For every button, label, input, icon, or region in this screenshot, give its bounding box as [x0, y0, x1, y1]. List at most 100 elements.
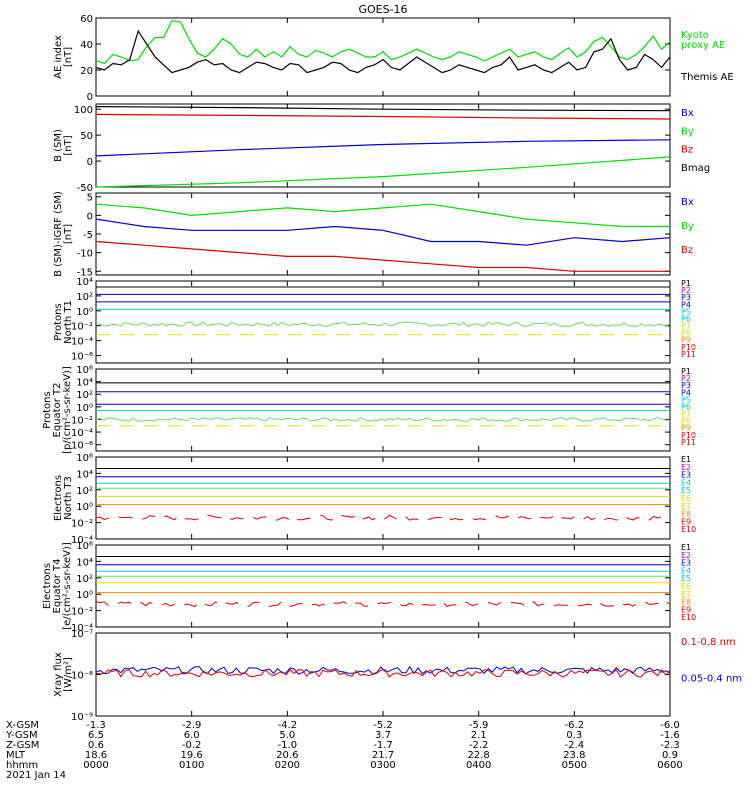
x-axis-value: 6.0 [184, 730, 200, 741]
y-tick-label-ent3: 10⁰ [76, 502, 93, 513]
x-axis-value: 0300 [370, 760, 395, 771]
legend-label-bigrf: By [681, 221, 694, 232]
y-tick-label-bsm: 0 [87, 157, 93, 168]
panel-frame-ae [95, 17, 671, 97]
x-axis-value: 0200 [275, 760, 300, 771]
x-axis-value: 0400 [466, 760, 491, 771]
panel-frame-ent3 [95, 456, 671, 540]
y-tick-label-pet2: 10⁶ [76, 365, 93, 376]
x-axis-value: -1.0 [278, 740, 298, 751]
legend-label-ae: proxy AE [681, 40, 725, 51]
y-tick-label-ae: 20 [80, 66, 93, 77]
legend-label-bigrf: Bz [681, 245, 693, 256]
x-axis-value: 2.1 [471, 730, 487, 741]
x-axis-value: 0600 [657, 760, 682, 771]
legend-label-pnt1: P7 [681, 322, 691, 331]
legend-label-eet4: E1 [681, 543, 691, 552]
y-tick-label-ent3: 10⁻² [71, 519, 93, 530]
y-axis-label-eet4: Equator T4 [52, 559, 63, 614]
y-tick-label-bsm: 100 [74, 105, 93, 116]
x-axis-value: -1.7 [373, 740, 393, 751]
legend-label-bsm: Bmag [681, 163, 710, 174]
x-axis-row-label: hhmm [6, 760, 38, 771]
y-axis-label-xray: Xray flux [53, 652, 64, 697]
y-tick-label-ae: 0 [87, 92, 93, 103]
y-tick-label-xray: 10⁻⁷ [71, 629, 93, 640]
y-tick-label-bigrf: 0 [87, 211, 93, 222]
legend-label-pnt1: P5 [681, 307, 691, 316]
legend-label-ent3: E4 [681, 478, 691, 487]
y-axis-label-bigrf: [nT] [63, 224, 74, 244]
y-tick-label-xray: 10⁻⁹ [71, 712, 93, 723]
y-tick-label-bigrf: -15 [77, 267, 93, 278]
y-tick-label-ae: 60 [80, 14, 93, 25]
level-line-pnt1-4 [95, 321, 671, 328]
legend-label-xray: 0.05-0.4 nm [681, 674, 742, 685]
legend-label-eet4: E2 [681, 551, 691, 560]
legend-label-eet4: E8 [681, 598, 691, 607]
legend-label-pnt1: P4 [681, 300, 691, 309]
x-axis-value: -6.0 [660, 720, 680, 731]
y-tick-label-ent3: 10² [76, 486, 93, 497]
legend-label-pnt1: P10 [681, 343, 696, 352]
y-tick-label-eet4: 10² [76, 574, 93, 585]
series-line-ae-themis-ae [95, 29, 671, 74]
legend-label-pnt1: P1 [681, 279, 691, 288]
legend-label-pnt1: P8 [681, 329, 691, 338]
legend-label-pet2: P9 [681, 424, 691, 433]
y-axis-label-pet2: Protons [42, 391, 53, 428]
y-tick-label-pnt1: 10⁻⁶ [71, 352, 93, 363]
level-line-eet4-6 [95, 600, 671, 608]
x-axis-value: 0100 [179, 760, 204, 771]
x-axis-value: 20.6 [276, 750, 298, 761]
legend-label-pet2: P11 [681, 438, 696, 447]
panel-frame-bigrf [95, 192, 671, 276]
y-axis-label-pnt1: Protons [53, 303, 64, 340]
level-line-xray-1 [95, 668, 671, 678]
y-tick-label-pet2: 10⁴ [76, 378, 93, 389]
panel-frame-pnt1 [95, 280, 671, 364]
legend-label-pet2: P3 [681, 381, 691, 390]
legend-label-pnt1: P2 [681, 286, 691, 295]
date-label: 2021 Jan 14 [6, 770, 66, 781]
y-tick-label-bigrf: 5 [87, 193, 93, 204]
x-axis-value: -1.6 [660, 730, 680, 741]
legend-label-ent3: E5 [681, 486, 691, 495]
legend-label-pet2: P8 [681, 417, 691, 426]
y-axis-label-bigrf: B (SM)-IGRF (SM) [53, 191, 64, 277]
y-tick-label-bsm: 50 [80, 131, 93, 142]
x-axis-value: 0500 [562, 760, 587, 771]
y-tick-label-pet2: 10⁻² [71, 415, 93, 426]
y-tick-label-ent3: 10⁻⁴ [71, 535, 93, 546]
y-axis-label-ent3: North T3 [63, 476, 74, 520]
panel-frame-xray [95, 632, 671, 717]
y-tick-label-eet4: 10⁰ [76, 590, 93, 601]
panel-frame-eet4 [95, 544, 671, 628]
y-tick-label-bsm: -50 [77, 183, 93, 194]
legend-label-bigrf: Bx [681, 197, 694, 208]
x-axis-value: 3.7 [375, 730, 391, 741]
legend-label-pet2: P7 [681, 410, 691, 419]
legend-label-pet2: P2 [681, 374, 691, 383]
legend-label-pet2: P5 [681, 395, 691, 404]
legend-label-eet4: E5 [681, 574, 691, 583]
legend-label-bsm: Bx [681, 108, 694, 119]
y-axis-label-pet2: Equator T2 [52, 383, 63, 438]
y-tick-label-eet4: 10⁶ [76, 541, 93, 552]
y-axis-label-bsm: B (SM) [53, 129, 64, 162]
x-axis-value: -5.9 [469, 720, 489, 731]
x-axis-value: 19.6 [181, 750, 203, 761]
y-tick-label-eet4: 10⁻² [71, 607, 93, 618]
y-tick-label-pnt1: 10⁻² [71, 322, 93, 333]
x-axis-value: 22.8 [468, 750, 490, 761]
y-tick-label-xray: 10⁻⁸ [71, 671, 93, 682]
legend-label-pnt1: P9 [681, 336, 691, 345]
legend-label-ent3: E10 [681, 525, 696, 534]
x-axis-value: -5.2 [373, 720, 393, 731]
y-axis-label-eet4: [e/(cm²-s-sr-keV)] [62, 542, 73, 630]
y-axis-label-ent3: Electrons [53, 475, 64, 521]
level-line-xray-0 [95, 665, 671, 675]
legend-label-pnt1: P3 [681, 293, 691, 302]
plot-title: GOES-16 [358, 3, 407, 16]
y-tick-label-pnt1: 10⁻⁴ [71, 337, 93, 348]
